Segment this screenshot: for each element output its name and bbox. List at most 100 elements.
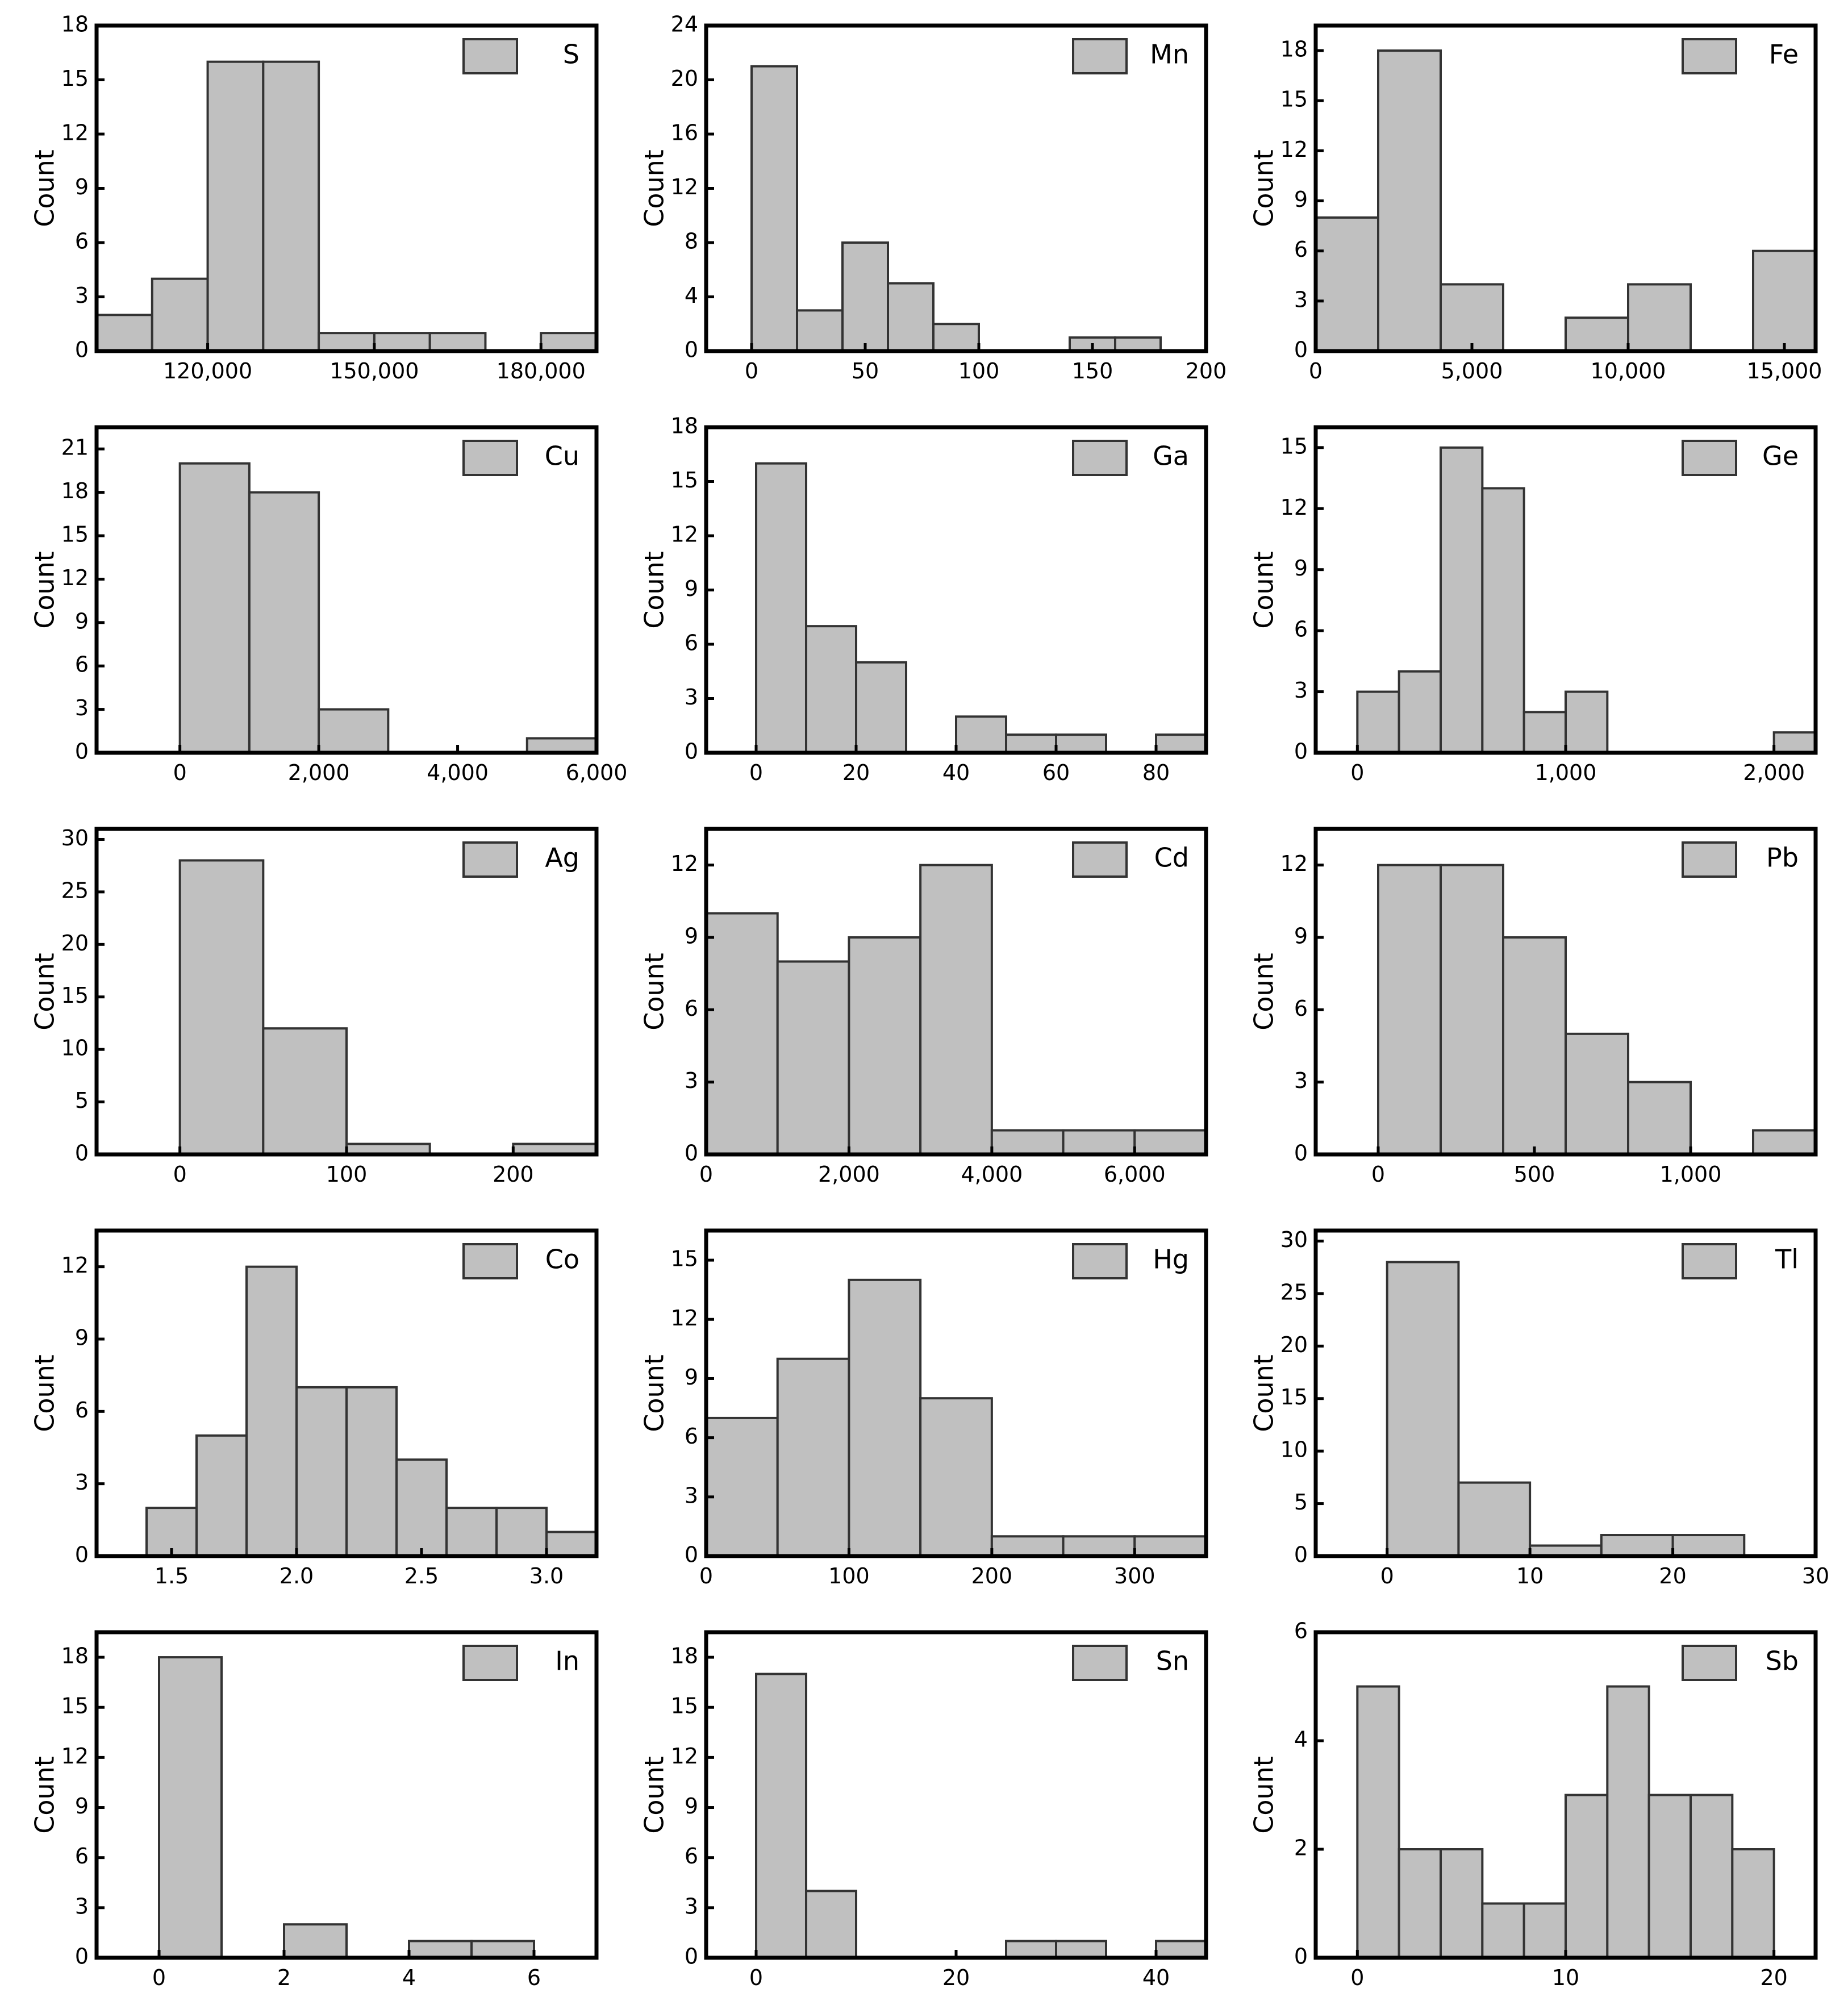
histogram-panel-ga: 0 3 6 9 12 15 18 0 20 40 60 80 Count Ga [639, 414, 1208, 785]
y-tick-label-mn-3: 12 [671, 174, 698, 199]
y-tick-label-mn-2: 8 [685, 229, 698, 254]
y-tick-label-cd-3: 9 [685, 924, 698, 949]
y-tick-label-in-6: 18 [61, 1644, 89, 1669]
y-tick-label-sn-0: 0 [685, 1944, 698, 1969]
histogram-bar-sb-0 [1356, 1685, 1400, 1959]
legend-swatch-pb [1682, 841, 1737, 878]
histogram-bar-in-5 [470, 1940, 535, 1959]
x-tick-label-fe-0: 0 [1309, 358, 1323, 383]
histogram-panel-cu: 0 3 6 9 12 15 18 21 0 2,000 4,000 6,000 Count Cu [30, 425, 627, 785]
histogram-bar-ga-1 [805, 625, 857, 754]
histogram-bar-s-5 [373, 332, 431, 353]
x-tick-label-ag-0: 0 [173, 1162, 187, 1187]
histogram-bar-fe-2 [1440, 283, 1504, 353]
legend-swatch-ge [1682, 440, 1737, 476]
y-tick-label-ge-2: 6 [1294, 617, 1308, 642]
y-axis-label-co: Count [30, 1354, 60, 1432]
legend-swatch-tl [1682, 1243, 1737, 1279]
y-tick-label-tl-0: 0 [1294, 1542, 1308, 1567]
histogram-bar-fe-7 [1752, 249, 1817, 353]
legend-swatch-hg [1072, 1243, 1128, 1279]
histogram-bar-ag-1 [262, 1027, 348, 1156]
legend-swatch-co [462, 1243, 518, 1279]
y-tick-label-co-2: 6 [75, 1398, 89, 1423]
histogram-bar-fe-4 [1565, 316, 1629, 353]
histogram-bar-pb-1 [1440, 864, 1504, 1156]
histogram-bar-pb-4 [1627, 1081, 1692, 1156]
histogram-bar-hg-6 [1133, 1535, 1208, 1557]
histogram-bar-hg-3 [919, 1397, 993, 1558]
x-tick-label-pb-1: 500 [1514, 1162, 1555, 1187]
y-tick-label-ge-5: 15 [1280, 433, 1308, 458]
legend-label-co: Co [545, 1244, 579, 1275]
histogram-bar-cd-2 [848, 936, 922, 1156]
histogram-bar-co-5 [395, 1458, 448, 1557]
x-tick-label-s-0: 120,000 [163, 358, 252, 383]
plot-frame-pb [1313, 827, 1818, 1157]
y-tick-label-hg-0: 0 [685, 1542, 698, 1567]
x-tick-label-ag-2: 200 [493, 1162, 534, 1187]
histogram-bar-ge-4 [1522, 711, 1567, 754]
y-axis-label-sn: Count [639, 1756, 670, 1834]
x-tick-label-mn-3: 150 [1072, 358, 1113, 383]
histogram-bar-co-6 [445, 1507, 498, 1557]
y-tick-label-hg-1: 3 [685, 1483, 698, 1508]
y-tick-label-cd-2: 6 [685, 996, 698, 1021]
x-tick-label-co-0: 1.5 [155, 1563, 189, 1588]
plot-frame-cu [94, 425, 599, 755]
plot-frame-hg [704, 1228, 1208, 1558]
x-tick-label-s-1: 150,000 [329, 358, 419, 383]
histogram-bar-tl-1 [1457, 1481, 1532, 1557]
histogram-bar-in-2 [283, 1923, 348, 1959]
histogram-bar-co-8 [545, 1531, 598, 1558]
x-tick-label-tl-2: 20 [1659, 1563, 1686, 1588]
x-tick-label-hg-2: 200 [971, 1563, 1013, 1588]
x-tick-label-ga-2: 40 [942, 760, 970, 785]
x-tick-label-sb-1: 10 [1552, 1965, 1579, 1990]
histogram-panel-in: 0 3 6 9 12 15 18 0 2 4 6 Count In [30, 1630, 599, 1990]
histogram-bar-ga-2 [855, 661, 907, 754]
x-tick-label-ge-2: 2,000 [1743, 760, 1805, 785]
y-tick-label-ge-4: 12 [1280, 495, 1308, 520]
y-tick-label-sn-6: 18 [671, 1644, 698, 1669]
y-tick-label-fe-3: 9 [1294, 187, 1308, 212]
histogram-bar-s-4 [318, 332, 376, 353]
y-tick-label-sb-1: 2 [1294, 1836, 1308, 1861]
y-tick-label-hg-3: 9 [685, 1365, 698, 1390]
x-tick-label-mn-1: 50 [852, 358, 879, 383]
y-tick-label-s-3: 9 [75, 174, 89, 199]
y-tick-label-sn-5: 15 [671, 1694, 698, 1719]
y-axis-label-cu: Count [30, 551, 60, 629]
x-tick-label-sb-2: 20 [1760, 1965, 1787, 1990]
y-tick-label-cu-2: 6 [75, 652, 89, 677]
plot-frame-fe [1313, 23, 1818, 353]
histogram-bar-s-8 [540, 332, 598, 353]
histogram-panel-cd: 0 3 6 9 12 0 2,000 4,000 6,000 Count Cd [639, 827, 1208, 1187]
y-tick-label-ga-1: 3 [685, 685, 698, 710]
x-tick-label-co-3: 3.0 [529, 1563, 564, 1588]
y-tick-label-fe-0: 0 [1294, 337, 1308, 362]
legend-swatch-sn [1072, 1645, 1128, 1681]
y-axis-label-cd: Count [639, 953, 670, 1031]
histogram-bar-cd-5 [1062, 1129, 1136, 1156]
x-tick-label-mn-4: 200 [1186, 358, 1227, 383]
x-tick-label-cu-1: 2,000 [288, 760, 350, 785]
legend-swatch-cd [1072, 841, 1128, 878]
y-tick-label-ag-2: 10 [61, 1036, 89, 1061]
histogram-bar-cu-0 [178, 462, 251, 754]
histogram-bar-co-3 [295, 1386, 348, 1558]
x-tick-label-cu-0: 0 [173, 760, 187, 785]
histogram-bar-sb-3 [1481, 1902, 1525, 1959]
x-tick-label-fe-1: 5,000 [1441, 358, 1503, 383]
y-tick-label-ag-5: 25 [61, 878, 89, 903]
histogram-bar-pb-3 [1565, 1032, 1629, 1156]
y-tick-label-cu-0: 0 [75, 739, 89, 764]
y-tick-label-s-0: 0 [75, 337, 89, 362]
y-tick-label-ga-0: 0 [685, 739, 698, 764]
y-tick-label-ge-1: 3 [1294, 678, 1308, 703]
x-tick-label-pb-0: 0 [1371, 1162, 1385, 1187]
y-tick-label-co-0: 0 [75, 1542, 89, 1567]
histogram-bar-sn-0 [755, 1673, 807, 1959]
legend-label-ga: Ga [1153, 441, 1189, 472]
